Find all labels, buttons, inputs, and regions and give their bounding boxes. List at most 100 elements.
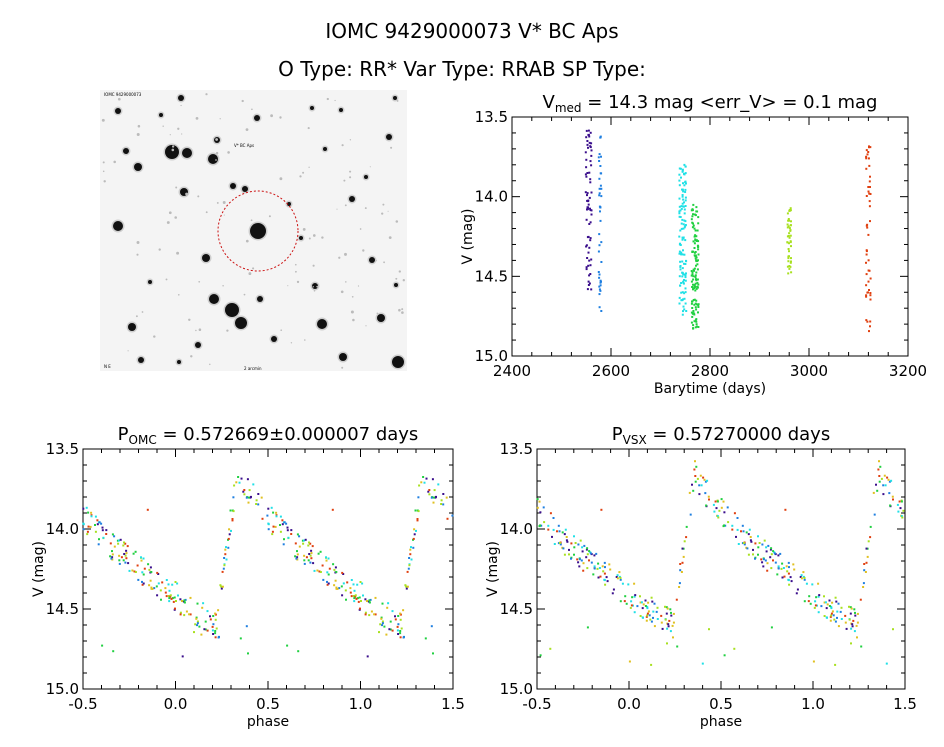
data-point: [683, 184, 686, 187]
data-point: [598, 233, 601, 236]
data-point: [650, 596, 653, 599]
x-axis-label: phase: [700, 714, 742, 730]
data-point: [693, 468, 696, 471]
data-point: [428, 493, 431, 496]
data-point: [142, 557, 145, 560]
data-point: [272, 525, 275, 528]
data-point: [716, 500, 719, 503]
star: [287, 202, 291, 206]
data-point: [340, 585, 343, 588]
data-point: [417, 510, 420, 513]
data-point: [782, 567, 785, 569]
data-point: [181, 600, 183, 602]
data-point: [189, 613, 192, 616]
data-point: [788, 236, 791, 239]
data-point: [830, 612, 833, 615]
data-point: [840, 618, 843, 620]
data-point: [578, 565, 581, 568]
data-point: [618, 571, 621, 574]
data-point: [716, 515, 719, 517]
data-point: [646, 605, 649, 608]
data-point: [220, 585, 223, 588]
data-point: [839, 610, 842, 613]
data-point: [867, 157, 870, 160]
data-point: [696, 268, 699, 271]
data-point: [598, 192, 601, 195]
faint-star: [190, 355, 193, 358]
data-point: [699, 474, 702, 477]
data-point: [589, 160, 592, 163]
data-point: [125, 549, 128, 552]
data-point: [888, 480, 891, 483]
data-point: [773, 552, 776, 555]
data-point: [231, 518, 234, 520]
data-point: [878, 475, 881, 477]
data-point: [795, 592, 798, 595]
data-point: [189, 596, 192, 599]
data-point: [693, 298, 696, 301]
data-point: [630, 604, 633, 607]
data-point: [681, 170, 684, 173]
faint-star: [369, 166, 371, 168]
data-point: [742, 530, 745, 533]
data-point: [680, 207, 683, 210]
data-point: [156, 594, 159, 597]
data-point: [239, 637, 242, 640]
x-tick-label: -0.5: [68, 695, 97, 713]
data-point: [684, 263, 687, 265]
data-point: [697, 326, 700, 328]
data-point: [286, 526, 289, 529]
data-point: [90, 511, 93, 514]
figure-title-line2: O Type: RR* Var Type: RRAB SP Type:: [278, 57, 646, 81]
data-point: [680, 282, 683, 284]
data-point: [327, 582, 330, 585]
data-point: [321, 564, 324, 567]
data-point: [790, 220, 792, 223]
data-point: [328, 567, 331, 570]
data-point: [852, 619, 855, 622]
faint-star: [169, 134, 171, 136]
data-point: [820, 605, 823, 608]
data-point: [682, 205, 685, 208]
data-point: [678, 250, 681, 253]
faint-star: [383, 261, 385, 264]
faint-star: [174, 216, 177, 219]
data-point: [835, 600, 838, 603]
data-point: [586, 547, 589, 550]
data-point: [333, 584, 336, 587]
data-point: [149, 566, 152, 569]
data-point: [585, 244, 588, 247]
faint-star: [382, 203, 385, 206]
data-point: [682, 273, 685, 276]
data-point: [652, 610, 655, 613]
data-point: [335, 571, 338, 573]
data-point: [416, 518, 419, 520]
data-point: [683, 308, 686, 311]
data-point: [690, 280, 693, 283]
data-point: [684, 239, 687, 242]
faint-star: [137, 124, 141, 128]
data-point: [576, 558, 579, 561]
data-point: [868, 269, 871, 272]
data-point: [410, 558, 413, 561]
data-point: [356, 597, 359, 600]
data-point: [678, 582, 681, 585]
data-point: [380, 616, 383, 619]
data-point: [349, 591, 352, 594]
data-point: [413, 528, 416, 531]
data-point: [123, 553, 126, 555]
data-point: [681, 275, 684, 278]
data-point: [415, 529, 417, 532]
data-point: [248, 489, 251, 492]
data-point: [678, 275, 681, 278]
data-point: [589, 207, 591, 210]
faint-star: [270, 114, 274, 118]
data-point: [586, 199, 589, 202]
data-point: [118, 554, 121, 557]
data-point: [680, 571, 683, 573]
data-point: [159, 589, 162, 592]
data-point: [603, 578, 606, 581]
data-point: [132, 552, 135, 555]
data-point: [227, 537, 230, 540]
data-point: [697, 306, 700, 308]
